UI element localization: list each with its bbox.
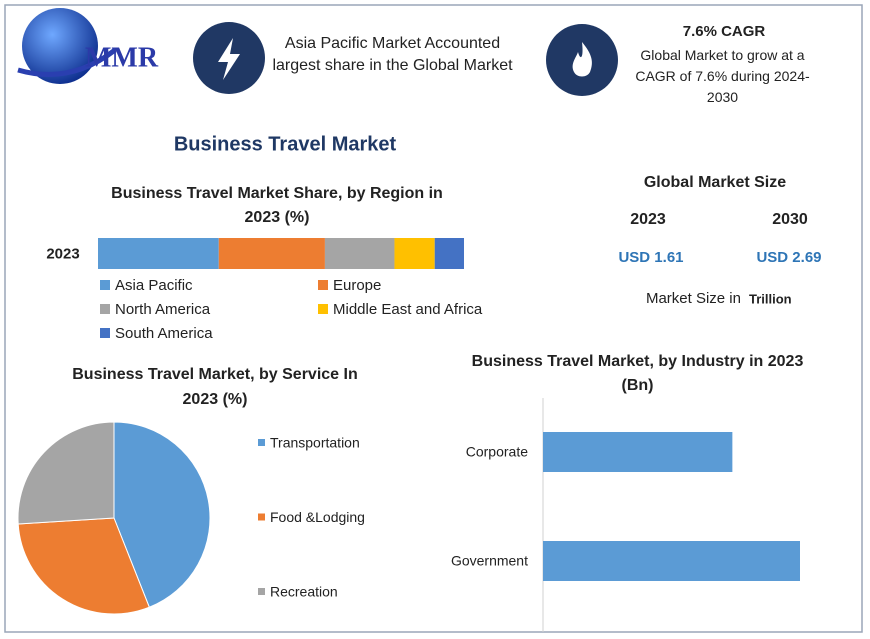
bar-segment [218, 238, 325, 269]
market-unit: Trillion [749, 291, 792, 306]
year-label: 2030 [772, 211, 808, 228]
legend-swatch [318, 280, 328, 290]
logo-globe [22, 8, 98, 84]
legend-label: Asia Pacific [115, 277, 193, 294]
market-value: USD 2.69 [756, 249, 821, 266]
legend-swatch [100, 328, 110, 338]
legend-swatch [100, 280, 110, 290]
legend-swatch [258, 439, 265, 446]
icon-bolt [218, 38, 240, 80]
y-tick-label: Corporate [466, 444, 528, 460]
pie-slice [113, 421, 211, 608]
y-tick-label: Government [451, 553, 528, 569]
legend-label: North America [115, 301, 211, 318]
bar [543, 541, 800, 581]
legend-swatch [100, 304, 110, 314]
chart-title: Business Travel Market Share, by Region … [111, 185, 443, 226]
icon-flame [572, 42, 592, 77]
main-title: Business Travel Market [174, 133, 397, 155]
bar-segment [394, 238, 435, 269]
highlight-text: Asia Pacific Market Accounted largest sh… [272, 35, 513, 74]
y-tick-label: 2023 [46, 245, 79, 262]
legend-swatch [318, 304, 328, 314]
legend-label: Middle East and Africa [333, 301, 483, 318]
frame [4, 4, 863, 633]
bar-segment [98, 238, 219, 269]
logo-text: MMR [85, 42, 159, 73]
legend-label: Europe [333, 277, 381, 294]
bar [543, 432, 733, 472]
pie-slice [17, 517, 150, 615]
logo-swoosh [17, 48, 117, 77]
bar-segment [324, 238, 395, 269]
year-label: 2023 [630, 211, 666, 228]
cagr-title: 7.6% CAGR [682, 23, 766, 40]
market-value: USD 1.61 [618, 249, 683, 266]
legend-label: Recreation [270, 584, 338, 600]
cagr-text: Global Market to grow at a CAGR of 7.6% … [635, 47, 810, 105]
pie-slice [17, 421, 115, 525]
legend-label: Transportation [270, 435, 360, 451]
chart-title: Business Travel Market, by Industry in 2… [471, 353, 804, 394]
legend-label: South America [115, 325, 213, 342]
market-note: Market Size in [646, 290, 741, 307]
bar-segment [434, 238, 464, 269]
market-size-title: Global Market Size [644, 174, 786, 191]
legend-swatch [258, 588, 265, 595]
legend-swatch [258, 513, 265, 521]
legend-label: Food &Lodging [270, 509, 365, 525]
chart-title: Business Travel Market, by Service In 20… [72, 366, 358, 408]
